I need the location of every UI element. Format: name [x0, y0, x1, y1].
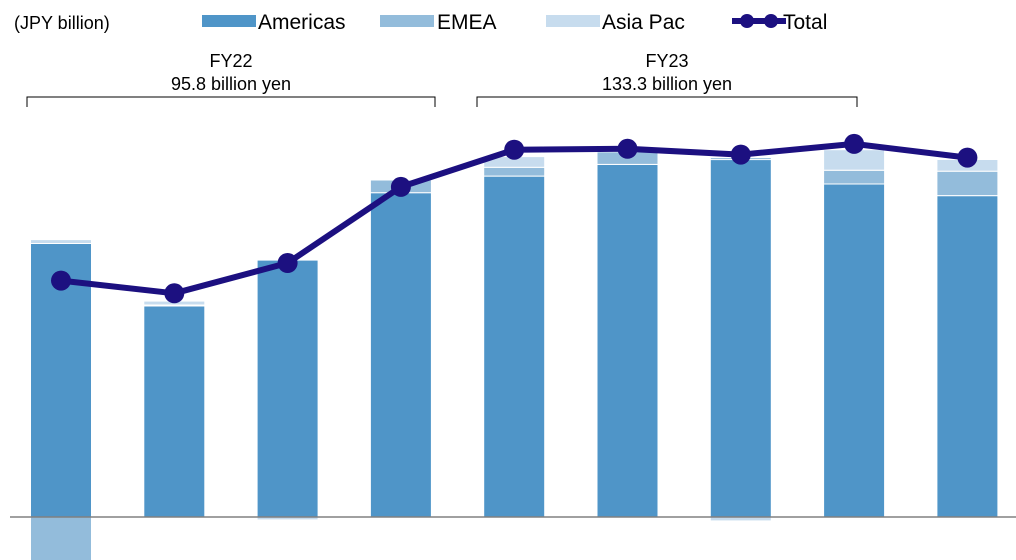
legend-marker-total: [740, 14, 754, 28]
bar-americas-2: [143, 305, 206, 518]
legend-item-asia-pac: Asia Pac: [546, 11, 685, 34]
total-marker-9: [957, 147, 978, 168]
legend: Americas EMEA Asia Pac Total: [202, 11, 827, 34]
legend-swatch-americas: [202, 15, 256, 27]
total-marker-7: [730, 144, 751, 165]
group-annotation-fy23: FY23 133.3 billion yen: [476, 51, 858, 107]
group-label-fy22: FY22: [209, 51, 252, 71]
group-label-fy23: FY23: [645, 51, 688, 71]
bar-emea-5: [483, 166, 546, 177]
bar-emea-8: [823, 169, 886, 185]
total-marker-6: [617, 138, 638, 159]
bar-americas-9: [936, 195, 999, 518]
legend-label-americas: Americas: [258, 11, 346, 34]
legend-item-americas: Americas: [202, 11, 346, 34]
bar-asia-pac-1: [30, 239, 92, 245]
group-sublabel-fy22: 95.8 billion yen: [171, 74, 291, 94]
group-bracket-fy22: [26, 96, 436, 107]
bar-americas-7: [709, 159, 772, 518]
total-marker-2: [164, 283, 185, 304]
legend-marker-total-2: [764, 14, 778, 28]
total-marker-4: [390, 176, 411, 197]
bar-emea-9: [936, 170, 999, 197]
bar-emea-1: [30, 516, 92, 560]
legend-item-emea: EMEA: [380, 11, 497, 34]
bar-americas-8: [823, 183, 886, 518]
legend-label-total: Total: [783, 11, 827, 34]
legend-item-total: Total: [732, 11, 827, 34]
legend-label-emea: EMEA: [437, 11, 497, 34]
total-marker-5: [504, 139, 525, 160]
group-annotation-fy22: FY22 95.8 billion yen: [26, 51, 436, 107]
bar-americas-5: [483, 175, 546, 518]
bar-americas-4: [369, 192, 432, 518]
group-bracket-fy23: [476, 96, 858, 107]
legend-swatch-emea: [380, 15, 434, 27]
total-marker-8: [844, 133, 865, 154]
bar-americas-6: [596, 163, 659, 518]
legend-swatch-asia-pac: [546, 15, 600, 27]
total-marker-1: [51, 270, 71, 291]
total-line-layer: [51, 133, 978, 304]
group-sublabel-fy23: 133.3 billion yen: [602, 74, 732, 94]
bar-americas-3: [256, 259, 319, 518]
bars-layer: [30, 149, 999, 560]
total-marker-3: [277, 253, 298, 273]
unit-label: (JPY billion): [14, 13, 110, 33]
legend-label-asia-pac: Asia Pac: [602, 11, 685, 34]
